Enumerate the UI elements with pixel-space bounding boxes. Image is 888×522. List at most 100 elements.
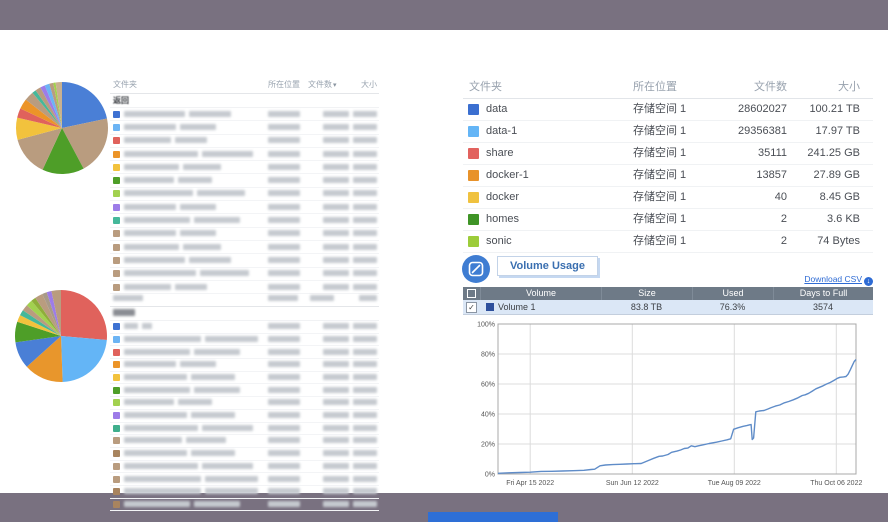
table-header-redacted (110, 291, 379, 307)
redacted-folder-row[interactable] (110, 461, 379, 474)
folder-size: 8.45 GB (819, 191, 860, 203)
folder-color-swatch (468, 236, 479, 247)
column-header-folder[interactable]: 文件夹 (469, 81, 502, 93)
redacted-folder-row[interactable] (110, 473, 379, 486)
redacted-folder-row[interactable] (110, 321, 379, 334)
column-header-filecount[interactable]: 文件数 (754, 81, 787, 93)
redacted-folder-row[interactable] (110, 486, 379, 499)
column-header-location[interactable]: 所在位置 (268, 80, 300, 89)
redacted-location (268, 243, 300, 250)
volume-table-header: Volume Size Used Days to Full (463, 287, 873, 300)
redacted-folder-name (124, 374, 235, 381)
redacted-folder-row[interactable] (110, 201, 379, 215)
redacted-folder-row[interactable] (110, 268, 379, 281)
redacted-folder-row[interactable] (110, 359, 379, 372)
svg-text:60%: 60% (481, 382, 495, 389)
redacted-location (268, 399, 300, 406)
download-csv-link[interactable]: Download CSV (804, 274, 862, 284)
column-header-volume[interactable]: Volume (480, 287, 601, 300)
folder-color-swatch (113, 412, 120, 420)
download-csv-row: Download CSV ↓ (463, 274, 873, 286)
redacted-folder-row[interactable] (110, 241, 379, 255)
folder-location: 存储空间 1 (633, 103, 687, 115)
redacted-size (353, 424, 377, 431)
redacted-header-blob (310, 295, 334, 301)
redacted-size (353, 361, 377, 368)
redacted-size (353, 203, 377, 210)
redacted-folder-name (124, 190, 245, 197)
redacted-size (353, 386, 377, 393)
column-header-size[interactable]: 大小 (838, 81, 860, 93)
folder-row[interactable]: docker 存储空间 1 40 8.45 GB (463, 187, 873, 209)
redacted-back-link[interactable] (113, 309, 135, 316)
redacted-filecount (323, 462, 349, 469)
redacted-filecount (323, 424, 349, 431)
column-header-location[interactable]: 所在位置 (633, 81, 677, 93)
folder-color-swatch (113, 437, 120, 445)
redacted-filecount (323, 217, 349, 224)
folder-row[interactable]: sonic 存储空间 1 2 74 Bytes (463, 231, 873, 253)
folder-color-swatch (113, 110, 120, 118)
redacted-folder-name (124, 177, 212, 184)
redacted-size (353, 163, 377, 170)
volume-name-cell: Volume 1 (480, 300, 601, 314)
folder-location: 存储空间 1 (633, 213, 687, 225)
redacted-location (268, 177, 300, 184)
redacted-folder-row[interactable] (110, 174, 379, 188)
redacted-folder-name (124, 348, 240, 355)
folder-row[interactable]: homes 存储空间 1 2 3.6 KB (463, 209, 873, 231)
redacted-folder-row[interactable] (110, 148, 379, 162)
column-header-used[interactable]: Used (692, 287, 773, 300)
folder-color-swatch (113, 137, 120, 145)
redacted-folder-row[interactable] (110, 499, 379, 512)
redacted-folder-row[interactable] (110, 281, 379, 295)
volume-row[interactable]: ✓ Volume 1 83.8 TB 76.3% 3574 (463, 300, 873, 315)
redacted-folder-row[interactable] (110, 346, 379, 360)
volume-checkbox[interactable]: ✓ (466, 302, 477, 313)
column-header-filecount[interactable]: 文件数▾ (308, 78, 337, 93)
redacted-size (353, 230, 377, 237)
redacted-location (268, 437, 300, 444)
folder-filecount: 2 (780, 235, 787, 247)
redacted-folder-row[interactable] (110, 121, 379, 135)
redacted-folder-row[interactable] (110, 397, 379, 410)
folder-color-swatch (113, 386, 120, 394)
folder-size-pie-chart-top (16, 82, 108, 175)
folder-rows: data 存储空间 1 28602027 100.21 TB data-1 存储空间 1 2… (463, 99, 873, 253)
back-link[interactable]: 返回 (113, 96, 129, 105)
folder-table-right: 文件夹 所在位置 文件数 大小 data 存储空间 1 28602027 100.21… (463, 76, 873, 253)
folder-row[interactable]: share 存储空间 1 35111 241.25 GB (463, 143, 873, 165)
redacted-folder-row[interactable] (110, 372, 379, 385)
column-header-size[interactable]: Size (601, 287, 692, 300)
redacted-folder-row[interactable] (110, 254, 379, 268)
redacted-folder-row[interactable] (110, 188, 379, 202)
redacted-folder-row[interactable] (110, 423, 379, 436)
folder-filecount: 13857 (756, 169, 787, 181)
redacted-folder-row[interactable] (110, 435, 379, 448)
folder-color-swatch (113, 203, 120, 211)
folder-row[interactable]: docker-1 存储空间 1 13857 27.89 GB (463, 165, 873, 187)
column-header-folder[interactable]: 文件夹 (113, 80, 137, 89)
redacted-filecount (323, 256, 349, 263)
column-header-size[interactable]: 大小 (361, 80, 377, 89)
redacted-folder-row[interactable] (110, 228, 379, 241)
redacted-folder-row[interactable] (110, 410, 379, 423)
download-circle-icon[interactable]: ↓ (864, 277, 873, 286)
folder-row[interactable]: data 存储空间 1 28602027 100.21 TB (463, 99, 873, 121)
redacted-folder-row[interactable] (110, 135, 379, 148)
redacted-folder-row[interactable] (110, 448, 379, 461)
folder-color-swatch (113, 500, 120, 508)
column-header-days-to-full[interactable]: Days to Full (773, 287, 873, 300)
folder-color-swatch (468, 104, 479, 115)
folder-row[interactable]: data-1 存储空间 1 29356381 17.97 TB (463, 121, 873, 143)
redacted-folder-row[interactable] (110, 384, 379, 398)
redacted-folder-row[interactable] (110, 161, 379, 175)
folder-color-swatch (113, 488, 120, 496)
row-checkbox-cell: ✓ (463, 300, 480, 314)
select-all-checkbox[interactable] (467, 289, 476, 298)
taskbar-active-indicator[interactable] (428, 512, 558, 522)
redacted-folder-row[interactable] (110, 214, 379, 228)
redacted-size (353, 335, 377, 342)
redacted-folder-row[interactable] (110, 108, 379, 122)
redacted-folder-row[interactable] (110, 334, 379, 347)
